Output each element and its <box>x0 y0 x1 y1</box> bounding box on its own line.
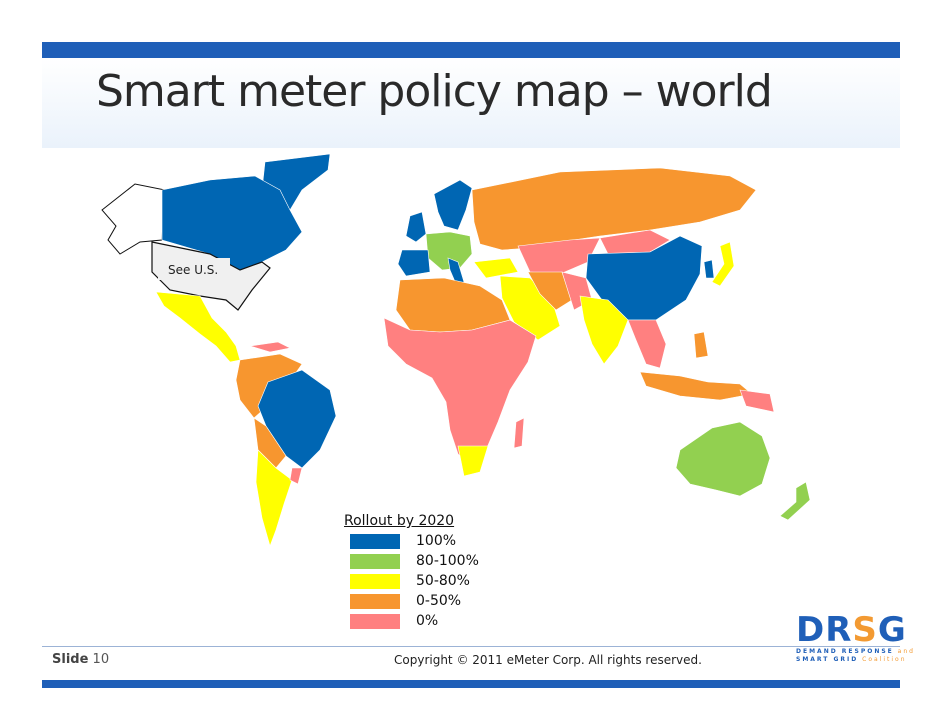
legend-swatch <box>350 613 400 629</box>
legend-swatch <box>350 553 400 569</box>
footer-bar <box>42 680 900 688</box>
legend-label: 80-100% <box>416 553 479 569</box>
region-madagascar <box>513 417 525 449</box>
slide-word: Slide <box>52 652 89 667</box>
region-spain <box>397 249 431 277</box>
legend-title: Rollout by 2020 <box>344 513 455 529</box>
world-map: See U.S. <box>101 153 811 547</box>
logo-line-1: DEMAND RESPONSE and <box>796 648 913 656</box>
drsg-logo: DRSG DEMAND RESPONSE and SMART GRID Coal… <box>796 612 913 672</box>
legend-items: 100% 80-100% 50-80% 0-50% 0% <box>344 531 479 631</box>
logo-line-2b: Coalition <box>858 656 907 663</box>
region-scandinavia <box>433 179 473 231</box>
region-australia <box>675 421 771 497</box>
region-india <box>579 295 629 365</box>
region-sub-saharan-africa <box>383 317 537 467</box>
region-turkey <box>473 257 519 279</box>
legend-item: 80-100% <box>344 551 479 571</box>
legend-item: 0-50% <box>344 591 479 611</box>
region-alaska <box>101 183 166 255</box>
logo-letter: D <box>796 610 826 650</box>
region-argentina <box>255 449 293 547</box>
legend-item: 100% <box>344 531 479 551</box>
slide-number-label: Slide 10 <box>52 652 109 667</box>
footer-divider <box>42 646 900 647</box>
region-southeast-asia <box>627 319 667 369</box>
legend-item: 50-80% <box>344 571 479 591</box>
logo-line-1b: and <box>893 648 915 655</box>
logo-wordmark: DRSG <box>796 612 906 648</box>
region-iran <box>527 271 573 311</box>
see-us-label: See U.S. <box>168 263 218 277</box>
legend-label: 100% <box>416 533 457 549</box>
region-south-africa <box>457 445 489 477</box>
legend-item: 0% <box>344 611 479 631</box>
legend-swatch <box>350 593 400 609</box>
logo-name: DRSG <box>796 610 907 650</box>
top-bar <box>42 42 900 58</box>
logo-line-1a: DEMAND RESPONSE <box>796 648 894 655</box>
logo-letter: G <box>877 610 907 650</box>
slide-number: 10 <box>92 652 110 667</box>
region-canada <box>161 175 303 271</box>
copyright-text: Copyright © 2011 eMeter Corp. All rights… <box>394 653 702 667</box>
legend-swatch <box>350 533 400 549</box>
region-uruguay <box>289 467 303 485</box>
region-japan <box>711 241 735 287</box>
logo-line-2: SMART GRID Coalition <box>796 656 905 664</box>
see-us-label-box <box>158 258 230 280</box>
region-philippines <box>693 331 709 359</box>
region-korea <box>703 259 715 279</box>
logo-line-2a: SMART GRID <box>796 656 859 663</box>
legend-label: 50-80% <box>416 573 470 589</box>
logo-letter: R <box>825 610 853 650</box>
slide-title: Smart meter policy map – world <box>96 66 773 117</box>
region-new-zealand <box>779 481 811 521</box>
legend: Rollout by 2020 100% 80-100% 50-80% 0-50% 0% <box>344 513 479 631</box>
region-china <box>585 235 703 321</box>
region-mexico <box>155 291 241 363</box>
region-north-africa <box>395 277 511 333</box>
region-western-europe <box>425 231 473 271</box>
region-brazil <box>257 369 337 469</box>
title-band <box>42 58 900 148</box>
region-uk <box>405 211 427 243</box>
legend-label: 0% <box>416 613 439 629</box>
logo-letter: S <box>852 610 878 650</box>
region-caribbean <box>249 341 291 353</box>
region-bolivia <box>253 417 287 469</box>
region-mongolia <box>599 229 671 255</box>
legend-swatch <box>350 573 400 589</box>
region-indonesia <box>639 371 753 401</box>
region-new-guinea <box>739 389 775 413</box>
legend-label: 0-50% <box>416 593 462 609</box>
